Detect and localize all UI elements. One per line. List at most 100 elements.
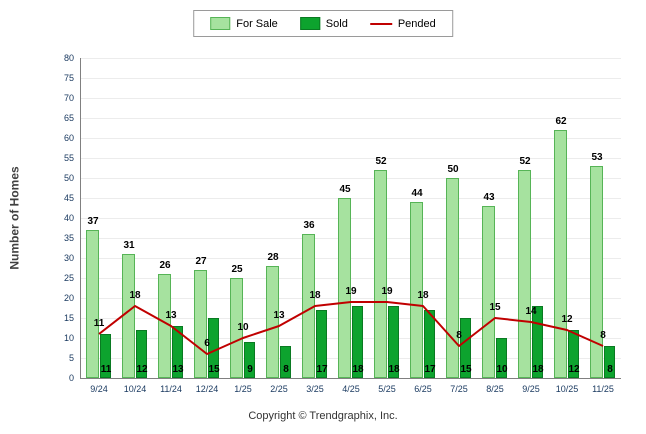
- value-label-pended: 19: [345, 286, 357, 297]
- legend-item-for-sale: For Sale: [210, 17, 278, 30]
- gridline: [81, 118, 621, 119]
- y-tick-label: 0: [68, 373, 74, 383]
- bar-for-sale: [158, 274, 171, 378]
- y-tick-label: 35: [63, 233, 74, 243]
- y-tick-label: 70: [63, 93, 74, 103]
- y-tick-label: 65: [63, 113, 74, 123]
- bar-for-sale: [122, 254, 135, 378]
- value-label-pended: 6: [204, 338, 210, 349]
- x-tick-label: 5/25: [378, 384, 396, 394]
- bar-for-sale: [518, 170, 531, 378]
- value-label-sold: 18: [532, 364, 544, 375]
- y-tick-label: 40: [63, 213, 74, 223]
- gridline: [81, 218, 621, 219]
- value-label-sold: 17: [424, 364, 436, 375]
- value-label-pended: 18: [129, 290, 141, 301]
- value-label-pended: 8: [456, 330, 462, 341]
- value-label-pended: 11: [93, 318, 105, 329]
- value-label-for-sale: 43: [483, 192, 495, 203]
- gridline: [81, 178, 621, 179]
- bar-for-sale: [590, 166, 603, 378]
- legend-label-for-sale: For Sale: [236, 17, 278, 30]
- bar-for-sale: [86, 230, 99, 378]
- value-label-sold: 8: [607, 364, 613, 375]
- value-label-sold: 13: [172, 364, 184, 375]
- value-label-sold: 8: [283, 364, 289, 375]
- copyright-text: Copyright © Trendgraphix, Inc.: [248, 410, 398, 422]
- value-label-pended: 18: [309, 290, 321, 301]
- gridline: [81, 358, 621, 359]
- value-label-sold: 18: [388, 364, 400, 375]
- gridline: [81, 278, 621, 279]
- for-sale-swatch-icon: [210, 17, 231, 30]
- value-label-for-sale: 52: [519, 156, 531, 167]
- x-tick-label: 11/25: [592, 384, 614, 394]
- value-label-sold: 11: [100, 364, 112, 375]
- value-label-for-sale: 50: [447, 164, 459, 175]
- y-axis-title-wrap: Number of Homes: [2, 58, 28, 378]
- x-tick-label: 9/25: [522, 384, 540, 394]
- x-tick-label: 10/24: [123, 384, 147, 394]
- x-tick-label: 4/25: [342, 384, 360, 394]
- sold-swatch-icon: [299, 17, 320, 30]
- legend-item-sold: Sold: [299, 17, 348, 30]
- value-label-sold: 10: [496, 364, 508, 375]
- gridline: [81, 58, 621, 59]
- value-label-sold: 17: [316, 364, 328, 375]
- x-tick-label: 3/25: [306, 384, 324, 394]
- value-label-pended: 18: [417, 290, 429, 301]
- value-label-pended: 14: [525, 306, 537, 317]
- y-tick-label: 15: [63, 313, 74, 323]
- x-tick-label: 1/25: [234, 384, 252, 394]
- value-label-for-sale: 31: [123, 240, 135, 251]
- y-tick-label: 25: [63, 273, 74, 283]
- x-tick-label: 9/24: [90, 384, 108, 394]
- bar-sold: [604, 346, 615, 378]
- legend-item-pended: Pended: [369, 17, 436, 30]
- value-label-sold: 12: [136, 364, 148, 375]
- value-label-sold: 15: [208, 364, 220, 375]
- gridline: [81, 258, 621, 259]
- gridline: [81, 78, 621, 79]
- value-label-for-sale: 45: [339, 184, 351, 195]
- value-label-for-sale: 26: [159, 260, 171, 271]
- value-label-sold: 12: [568, 364, 580, 375]
- bar-for-sale: [482, 206, 495, 378]
- value-label-for-sale: 28: [267, 252, 279, 263]
- value-label-pended: 19: [381, 286, 393, 297]
- bar-for-sale: [554, 130, 567, 378]
- bar-for-sale: [446, 178, 459, 378]
- value-label-pended: 10: [237, 322, 249, 333]
- value-label-pended: 13: [165, 310, 177, 321]
- plot-area: 0 5 10 15 20 25 30 35 40 45 50 55 60 65 70 75 80 9/24 10/2…: [64, 53, 621, 394]
- y-tick-label: 60: [63, 133, 74, 143]
- y-tick-label: 30: [63, 253, 74, 263]
- value-label-sold: 18: [352, 364, 364, 375]
- value-label-for-sale: 37: [87, 216, 99, 227]
- value-label-for-sale: 44: [411, 188, 423, 199]
- y-tick-label: 50: [63, 173, 74, 183]
- bar-for-sale: [302, 234, 315, 378]
- value-label-for-sale: 36: [303, 220, 315, 231]
- y-tick-label: 5: [68, 353, 74, 363]
- value-label-pended: 8: [600, 330, 606, 341]
- x-tick-label: 10/25: [555, 384, 579, 394]
- x-tick-label: 7/25: [450, 384, 468, 394]
- value-label-for-sale: 53: [591, 152, 603, 163]
- value-label-pended: 13: [273, 310, 285, 321]
- legend-label-pended: Pended: [397, 17, 436, 30]
- y-tick-label: 10: [63, 333, 74, 343]
- value-label-for-sale: 27: [195, 256, 207, 267]
- value-label-pended: 12: [561, 314, 573, 325]
- x-tick-label: 2/25: [270, 384, 288, 394]
- y-axis-title: Number of Homes: [8, 166, 23, 270]
- y-tick-label: 75: [63, 73, 74, 83]
- x-tick-label: 12/24: [195, 384, 219, 394]
- y-tick-label: 55: [63, 153, 74, 163]
- legend-label-sold: Sold: [325, 17, 348, 30]
- value-label-for-sale: 52: [375, 156, 387, 167]
- gridline: [81, 98, 621, 99]
- y-tick-label: 80: [63, 53, 74, 63]
- gridline: [81, 138, 621, 139]
- x-tick-label: 11/24: [160, 384, 182, 394]
